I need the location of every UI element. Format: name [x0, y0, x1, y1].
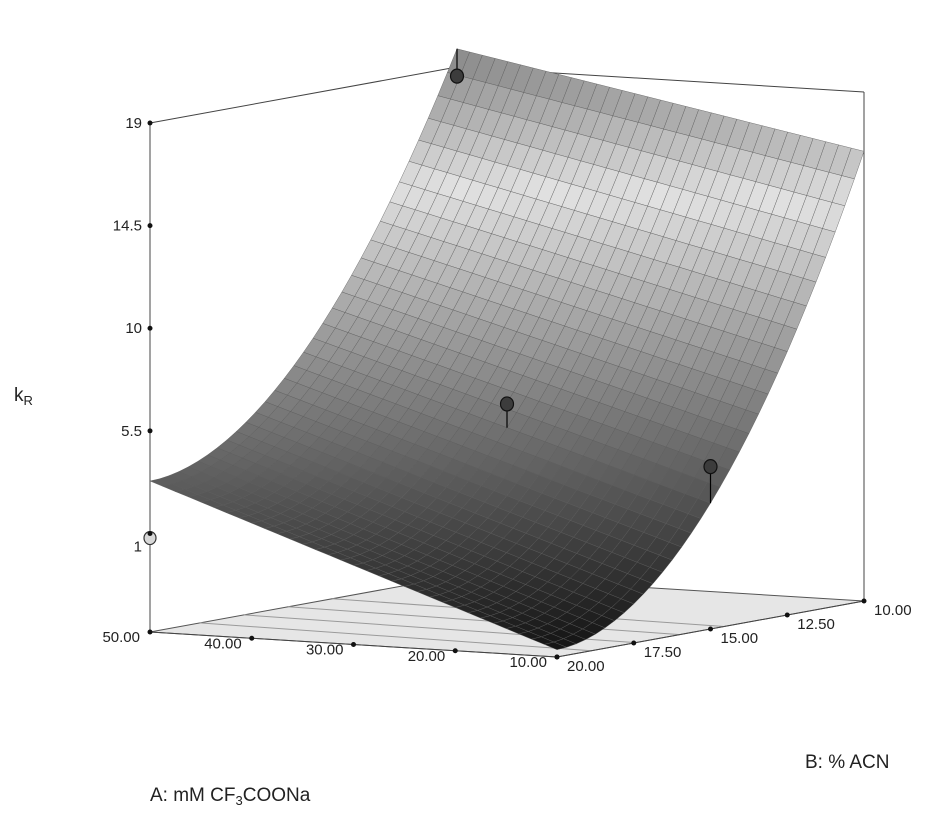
a-tick-dot	[147, 629, 153, 635]
z-tick-label: 1	[134, 538, 142, 555]
axis-ticks: 19 14.5 10 5.5 1 50.00 40.00 30.00 20.00 10.00 10.…	[102, 115, 911, 675]
a-tick-dot	[249, 635, 255, 641]
response-surface	[149, 48, 865, 650]
a-tick-dot	[351, 642, 356, 647]
a-tick-label: 50.00	[102, 629, 140, 646]
b-tick-dot	[708, 626, 713, 632]
b-tick-dot	[784, 612, 790, 618]
floor-contour-line	[199, 622, 592, 652]
z-tick-dot	[147, 325, 153, 331]
z-tick-dot	[147, 428, 153, 434]
a-tick-label: 30.00	[306, 642, 344, 659]
z-tick-label: 5.5	[121, 423, 142, 440]
b-tick-label: 10.00	[874, 602, 912, 619]
top-left-edge	[149, 66, 458, 124]
z-tick-dot	[147, 530, 153, 536]
z-tick-dot	[147, 120, 153, 126]
design-points	[143, 48, 718, 546]
b-axis-title: B: % ACN	[805, 752, 889, 773]
z-axis-title: kR	[14, 385, 33, 408]
floor-contour-line	[288, 606, 680, 636]
b-tick-label: 17.50	[644, 644, 682, 661]
design-point	[703, 459, 718, 475]
surface-cell	[543, 641, 568, 650]
b-tick-dot	[631, 640, 637, 646]
a-tick-label: 20.00	[408, 648, 446, 665]
b-tick-label: 20.00	[567, 658, 605, 675]
b-tick-label: 12.50	[797, 616, 835, 633]
design-point	[499, 396, 515, 412]
a-axis-title: A: mM CF3COONa	[150, 785, 311, 808]
a-tick-label: 40.00	[204, 635, 242, 652]
z-tick-label: 19	[125, 115, 142, 132]
z-tick-label: 10	[125, 320, 142, 337]
a-tick-label: 10.00	[509, 654, 547, 671]
design-point	[449, 68, 465, 84]
z-tick-dot	[147, 223, 153, 229]
z-tick-label: 14.5	[113, 218, 142, 235]
a-tick-dot	[452, 648, 458, 654]
b-tick-dot	[861, 598, 867, 604]
b-tick-label: 15.00	[721, 630, 759, 647]
b-tick-dot	[554, 654, 560, 660]
